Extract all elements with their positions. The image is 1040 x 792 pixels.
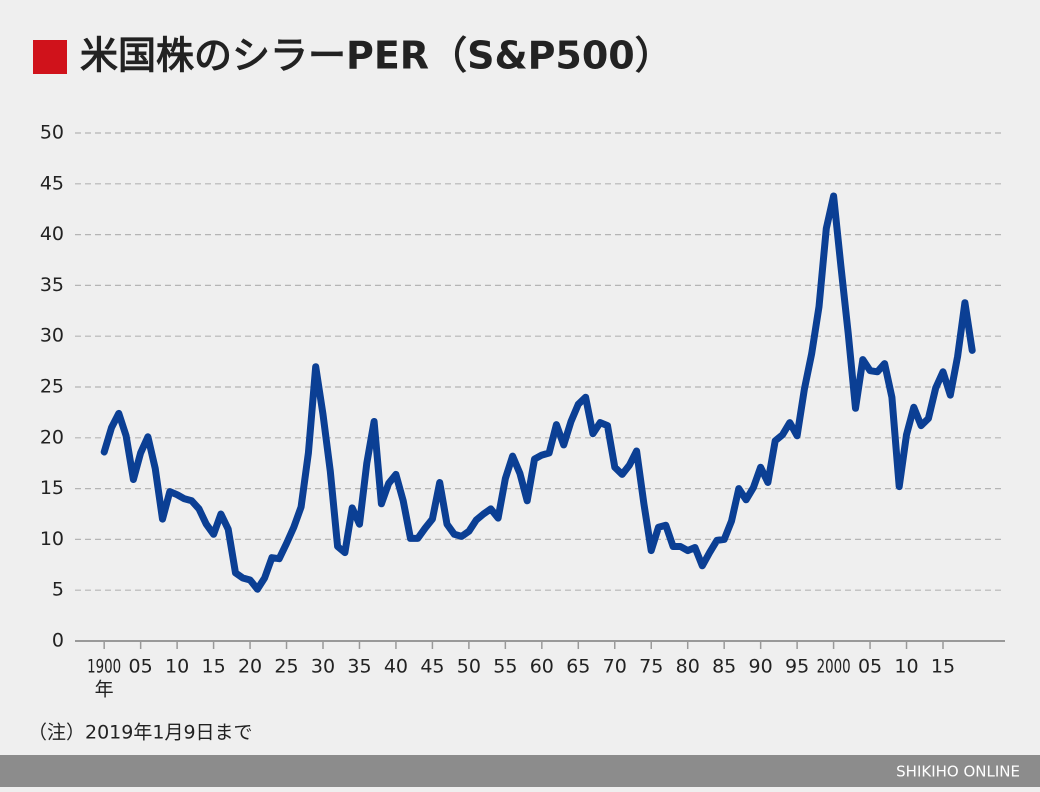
x-tick-label: 35: [347, 656, 371, 678]
x-tick-label: 05: [858, 656, 882, 678]
x-tick-label: 55: [493, 656, 517, 678]
x-tick-label: 25: [274, 656, 298, 678]
x-tick-label: 10: [165, 656, 189, 678]
y-tick-label: 10: [40, 528, 64, 550]
x-tick-label: 45: [420, 656, 444, 678]
y-tick-label: 40: [40, 223, 64, 245]
y-tick-label: 35: [40, 274, 64, 296]
x-tick-label: 85: [712, 656, 736, 678]
chart-title: 米国株のシラーPER（S&P500）: [80, 34, 673, 78]
y-tick-label: 5: [52, 579, 64, 601]
x-tick-label: 1900: [87, 656, 121, 678]
x-tick-label: 65: [566, 656, 590, 678]
note: （注）2019年1月9日まで: [28, 722, 253, 744]
x-tick-label: 40: [384, 656, 408, 678]
x-tick-label: 90: [749, 656, 773, 678]
x-tick-label: 95: [785, 656, 809, 678]
y-tick-label: 50: [40, 122, 64, 144]
x-tick-label: 50: [457, 656, 481, 678]
x-tick-label: 10: [894, 656, 918, 678]
x-tick-label: 70: [603, 656, 627, 678]
x-tick-label: 75: [639, 656, 663, 678]
x-tick-label: 60: [530, 656, 554, 678]
x-tick-label: 80: [676, 656, 700, 678]
footer-bar: [0, 755, 1040, 787]
x-tick-label: 05: [129, 656, 153, 678]
x-tick-label: 15: [201, 656, 225, 678]
x-tick-label: 2000: [817, 656, 851, 678]
x-axis-label: 年: [95, 679, 114, 701]
y-tick-label: 30: [40, 325, 64, 347]
x-tick-label: 20: [238, 656, 262, 678]
y-tick-label: 0: [52, 630, 64, 652]
data-line: [100, 192, 976, 593]
y-tick-label: 15: [40, 477, 64, 499]
y-tick-label: 20: [40, 426, 64, 448]
y-tick-label: 45: [40, 172, 64, 194]
title-marker: [33, 40, 67, 74]
x-tick-label: 30: [311, 656, 335, 678]
x-tick-label: 15: [931, 656, 955, 678]
footer: SHIKIHO ONLINE: [896, 763, 1020, 781]
y-tick-label: 25: [40, 376, 64, 398]
